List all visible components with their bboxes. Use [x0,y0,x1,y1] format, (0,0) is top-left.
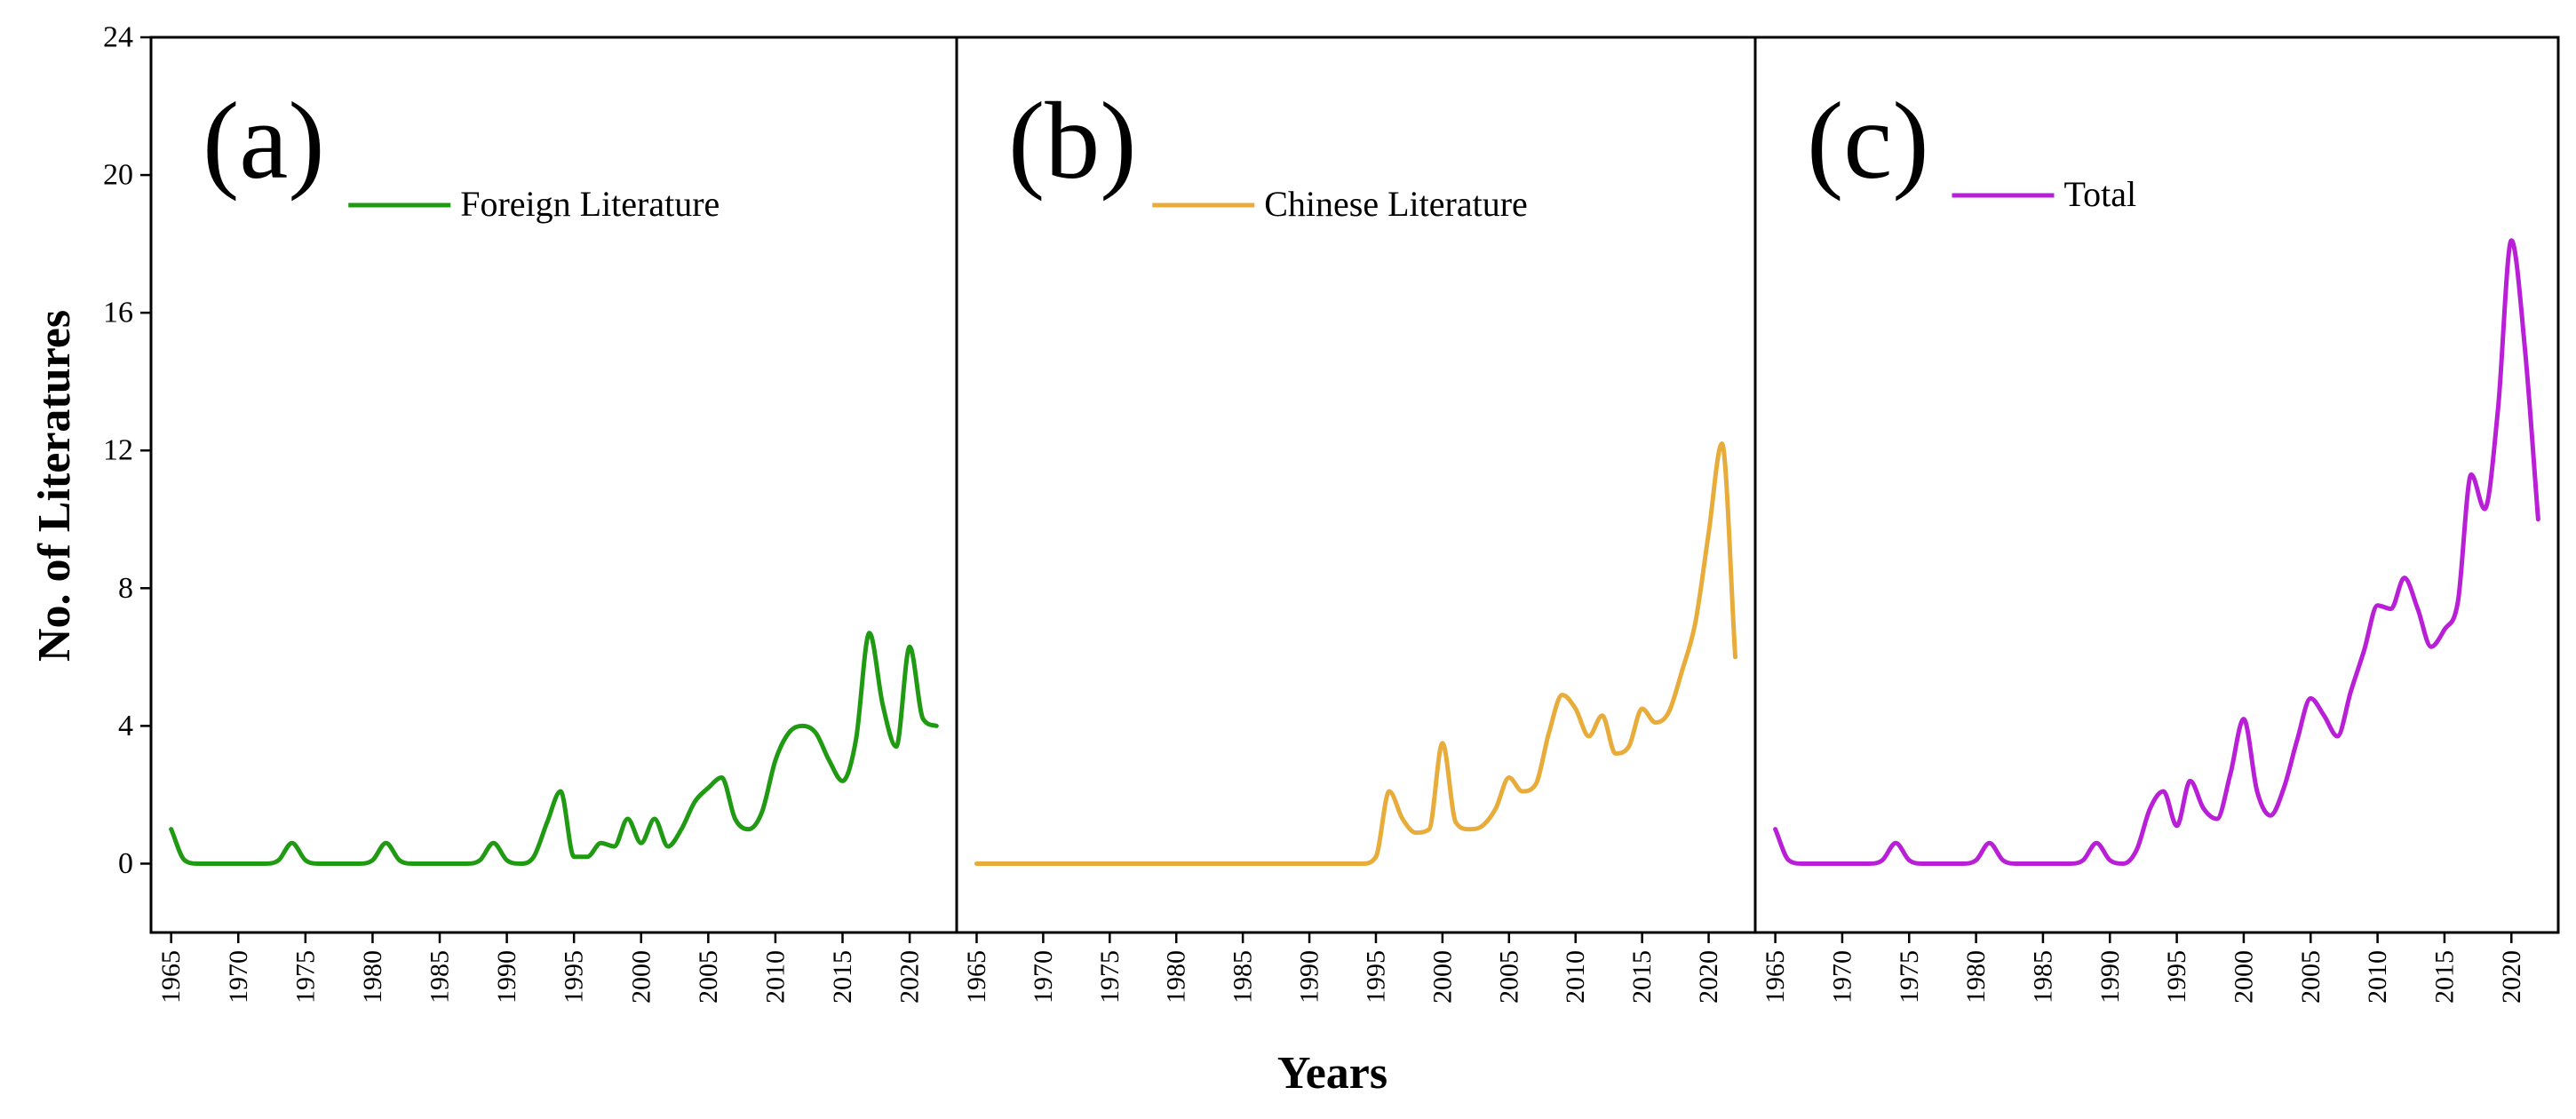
series-line-c [1773,238,2540,866]
x-tick-label-b: 1980 [1162,950,1191,1004]
panel-frame-c [1753,36,2560,934]
x-tick-label-a: 1980 [358,950,387,1004]
panel-b: Chinese Literature (b) 1965 1970 1975 1980 198… [955,36,1757,1004]
panel-tag-b: (b) [1008,80,1137,202]
x-tick-label-a: 2015 [828,950,857,1004]
x-tick-label-c: 2000 [2229,950,2258,1004]
x-tick-label-a: 1995 [560,950,589,1004]
x-axis-title: Years [1277,1048,1387,1099]
x-tick-label-c: 1980 [1961,950,1991,1004]
x-tick-label-b: 1970 [1029,950,1058,1004]
y-tick-label: 24 [103,21,133,54]
x-tick-label-b: 2020 [1694,950,1723,1004]
x-tick-label-c: 2005 [2296,950,2326,1004]
y-tick-label: 8 [118,572,133,605]
x-tick-label-a: 2020 [895,950,925,1004]
y-tick-label: 0 [118,847,133,880]
x-tick-label-b: 1985 [1228,950,1258,1004]
x-tick-label-c: 1965 [1761,950,1790,1004]
x-tick-label-a: 1985 [425,950,455,1004]
x-tick-label-b: 1990 [1295,950,1324,1004]
x-tick-label-c: 1975 [1895,950,1924,1004]
series-line-a [169,631,939,866]
x-tick-label-c: 1995 [2162,950,2191,1004]
y-axis: 0 4 8 12 16 20 24 [103,21,151,880]
panel-a: Foreign Literature (a) 1965 1970 1975 1980 198… [149,36,958,1004]
x-tick-label-b: 2000 [1427,950,1457,1004]
x-tick-label-c: 2020 [2497,950,2526,1004]
y-axis-title: No. of Literatures [29,310,80,662]
x-tick-label-b: 1995 [1361,950,1390,1004]
legend-label-a: Foreign Literature [460,184,720,224]
x-tick-label-c: 1970 [1827,950,1856,1004]
x-tick-label-c: 2015 [2429,950,2459,1004]
x-tick-label-c: 2010 [2363,950,2392,1004]
x-tick-label-a: 1970 [224,950,253,1004]
panel-c: Total (c) 1965 1970 1975 1980 1985 1990 1995 2000… [1753,36,2560,1004]
x-tick-label-a: 2000 [626,950,656,1004]
x-tick-label-b: 2015 [1627,950,1657,1004]
x-tick-label-a: 2005 [694,950,723,1004]
panel-tag-a: (a) [203,80,325,202]
x-tick-label-b: 2010 [1561,950,1590,1004]
y-tick-label: 4 [118,710,133,742]
series-line-b [974,440,1738,866]
y-tick-label: 20 [103,159,133,192]
panel-tag-c: (c) [1807,80,1929,202]
x-tick-label-b: 1965 [962,950,991,1004]
x-tick-label-c: 1985 [2028,950,2057,1004]
y-tick-label: 16 [103,297,133,329]
x-tick-label-a: 1965 [156,950,186,1004]
x-tick-label-a: 2010 [760,950,790,1004]
x-tick-label-a: 1990 [492,950,521,1004]
legend-label-c: Total [2063,174,2136,214]
x-tick-label-c: 1990 [2095,950,2125,1004]
x-tick-label-b: 2005 [1494,950,1523,1004]
x-tick-label-b: 1975 [1095,950,1125,1004]
panels-layer: Foreign Literature (a) 1965 1970 1975 1980 198… [103,21,2560,1004]
legend-label-b: Chinese Literature [1264,184,1528,224]
y-tick-label: 12 [103,434,133,467]
x-tick-label-a: 1975 [290,950,320,1004]
